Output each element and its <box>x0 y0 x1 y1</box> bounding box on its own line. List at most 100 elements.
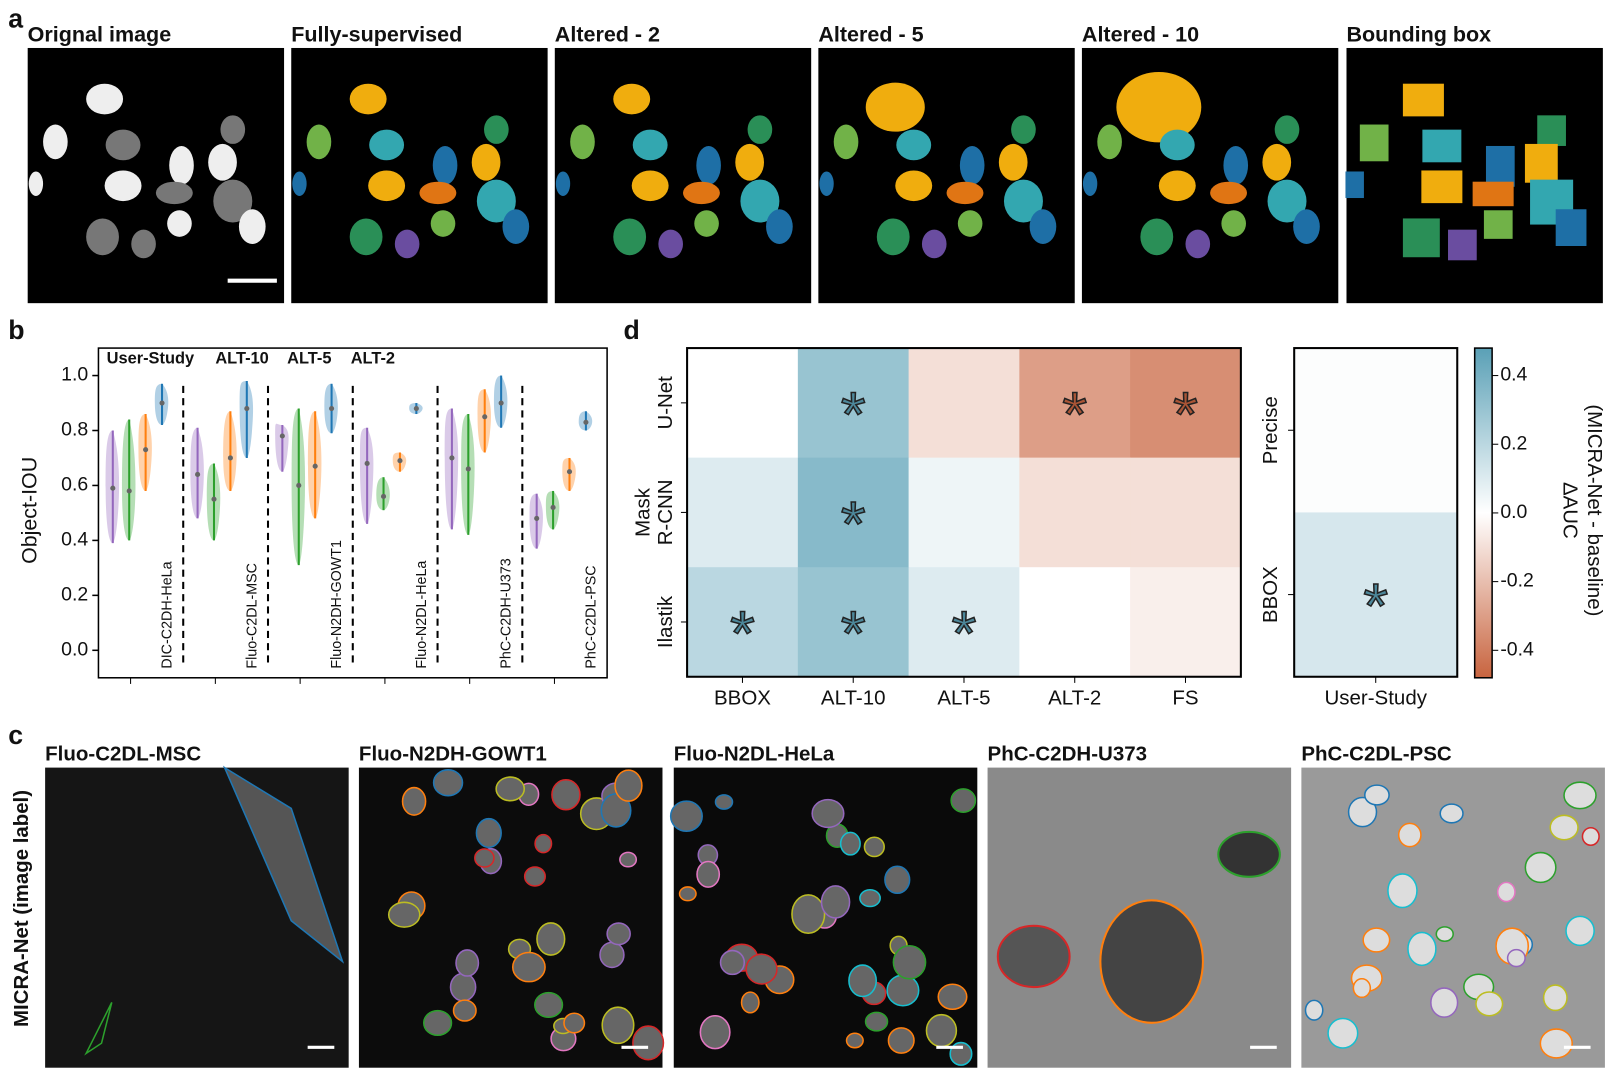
image <box>818 47 1075 304</box>
segment <box>1140 218 1174 256</box>
segment <box>419 181 457 205</box>
colorbar-label: (MICRA-Net - baseline) <box>1583 404 1606 616</box>
row-label: MICRA-Net (image label) <box>10 790 33 1027</box>
heat-cell <box>1130 348 1242 459</box>
segment <box>1082 171 1098 196</box>
cell-outline <box>863 836 885 858</box>
bbox <box>1422 129 1462 163</box>
median <box>211 496 217 502</box>
cell-outline <box>1387 873 1418 909</box>
median <box>312 463 318 469</box>
segment <box>432 145 458 185</box>
segment <box>819 171 834 196</box>
segment <box>613 83 651 115</box>
heat-cell <box>1019 567 1131 678</box>
bbox <box>1345 171 1364 199</box>
image <box>291 47 548 304</box>
segment <box>1274 115 1300 144</box>
median <box>279 433 285 439</box>
nucleus <box>105 129 141 161</box>
colorbar-tick-label: -0.2 <box>1500 570 1534 592</box>
nucleus <box>155 181 193 205</box>
cell-outline <box>387 901 421 928</box>
segment <box>484 115 509 144</box>
cell-outline <box>449 972 477 1002</box>
segment <box>1210 181 1248 205</box>
median <box>296 482 302 489</box>
column-label: ALT-5 <box>937 687 990 710</box>
legend-entry: ALT-10 <box>215 350 268 368</box>
heat-cell <box>1019 457 1131 568</box>
column-label: User-Study <box>1324 687 1427 710</box>
bbox <box>1359 124 1389 162</box>
median <box>195 471 201 478</box>
cell-outline <box>600 793 632 828</box>
heat-cell <box>687 567 799 678</box>
segment <box>349 218 383 256</box>
heat-cell <box>908 567 1020 678</box>
segment <box>895 170 933 202</box>
cell-outline <box>84 1002 113 1056</box>
heat-cell <box>687 457 799 568</box>
significance: * <box>841 599 866 669</box>
median <box>143 447 149 453</box>
segment <box>696 145 721 185</box>
cell-outline <box>811 798 845 829</box>
segment <box>1221 210 1246 237</box>
cell-outline <box>1542 984 1568 1012</box>
heat-cell <box>908 457 1020 568</box>
segment <box>292 171 307 196</box>
median <box>550 504 556 510</box>
image-title: Altered - 10 <box>1082 22 1199 46</box>
segment <box>1293 209 1320 244</box>
significance: * <box>952 599 977 669</box>
cell-outline <box>432 769 464 797</box>
median <box>110 485 116 491</box>
cell-outline <box>1565 915 1595 947</box>
cell-outline <box>601 1006 635 1045</box>
cell-outline <box>864 1011 889 1032</box>
nucleus <box>86 218 119 256</box>
cell-outline <box>1217 830 1281 878</box>
image <box>27 47 285 304</box>
bbox <box>1402 83 1444 117</box>
median <box>566 469 573 475</box>
cell-outline <box>523 866 546 887</box>
image-title: Altered - 2 <box>555 22 660 46</box>
image-title: Fluo-N2DH-GOWT1 <box>359 743 547 766</box>
row-label: Ilastik <box>654 595 677 648</box>
cell-outline <box>996 924 1071 989</box>
nucleus <box>167 210 192 237</box>
bbox <box>1472 181 1514 207</box>
cell-outline <box>1506 948 1526 968</box>
category-label: Fluo-N2DH-GOWT1 <box>329 540 345 669</box>
image-title: PhC-C2DL-PSC <box>1301 743 1452 766</box>
segment <box>368 170 406 202</box>
median <box>465 466 471 472</box>
cell-outline <box>1352 977 1372 999</box>
cell-outline <box>1439 803 1464 824</box>
panel-label: a <box>8 3 23 33</box>
category-label: DIC-C2DH-HeLa <box>160 561 176 668</box>
cell-outline <box>1362 927 1391 953</box>
segment <box>1029 209 1057 244</box>
heat-cell <box>1130 457 1242 568</box>
heat-cell <box>797 348 910 459</box>
row-label: BBOX <box>1259 566 1282 623</box>
category-label: PhC-C2DH-U373 <box>499 558 515 668</box>
colorbar-tick-label: 0.0 <box>1500 501 1527 523</box>
cell-outline <box>1364 784 1390 806</box>
legend-entry: ALT-5 <box>287 350 331 368</box>
row-label: Mask <box>631 487 654 537</box>
segment <box>570 124 595 160</box>
nucleus <box>104 170 142 202</box>
cell-outline <box>534 833 553 854</box>
segment <box>921 229 947 259</box>
image-title: Orignal image <box>28 22 172 46</box>
segment <box>876 218 910 256</box>
row-label: Precise <box>1259 396 1282 464</box>
cell-outline <box>859 888 881 908</box>
segment <box>1262 143 1292 181</box>
